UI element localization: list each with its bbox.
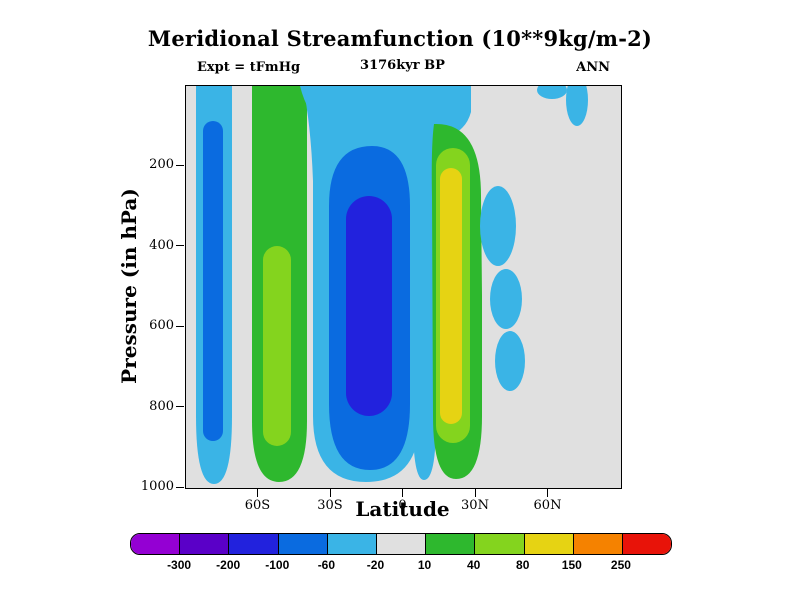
x-tick-mark xyxy=(257,489,258,497)
nh-polar-top-patch-2 xyxy=(566,86,588,126)
colorbar-cell xyxy=(180,534,230,554)
time-label: 3176kyr BP xyxy=(360,58,445,73)
y-tick-mark xyxy=(176,406,184,408)
colorbar-label: -100 xyxy=(265,558,290,572)
x-tick-mark xyxy=(329,489,331,497)
southern-polar-band-core xyxy=(203,121,223,441)
y-tick-label: 800 xyxy=(149,398,174,414)
colorbar-label: -200 xyxy=(216,558,241,572)
x-tick-label: 30S xyxy=(317,498,343,513)
nh-midlat-patch-2 xyxy=(490,269,522,329)
y-tick-mark xyxy=(176,486,184,488)
x-tick-label: 60N xyxy=(533,498,562,513)
colorbar-cell xyxy=(524,534,574,554)
x-tick-mark xyxy=(402,489,403,497)
colorbar-label: 250 xyxy=(610,558,631,572)
y-tick-mark xyxy=(176,245,184,247)
y-tick-label: 1000 xyxy=(140,479,174,494)
colorbar-cell xyxy=(376,534,427,554)
y-tick-label: 600 xyxy=(149,318,174,334)
colorbar-label: 80 xyxy=(516,558,530,572)
colorbar-cell xyxy=(426,534,476,554)
y-tick-mark xyxy=(176,325,184,327)
colorbar-cell xyxy=(622,534,671,554)
nh-midlat-patch-3 xyxy=(495,331,525,391)
colorbar-cell xyxy=(278,534,328,554)
colorbar xyxy=(130,533,672,555)
nh-midlat-patch-1 xyxy=(480,186,516,266)
colorbar-label: 150 xyxy=(561,558,582,572)
colorbar-cell xyxy=(131,534,181,554)
colorbar-label: 10 xyxy=(417,558,432,572)
plot-area xyxy=(185,85,622,489)
experiment-label: Expt = tFmHg xyxy=(197,60,301,75)
x-axis-title: Latitude xyxy=(355,497,450,521)
nh-polar-top-patch-1 xyxy=(537,86,567,99)
colorbar-label: -300 xyxy=(167,558,192,572)
colorbar-cell xyxy=(475,534,525,554)
y-tick-label: 400 xyxy=(149,237,174,253)
contour-field xyxy=(186,86,621,488)
northern-hadley-core xyxy=(440,168,462,424)
colorbar-cell xyxy=(229,534,279,554)
x-tick-label: 60S xyxy=(244,498,271,513)
y-tick-label: 200 xyxy=(149,157,174,173)
colorbar-cell xyxy=(327,534,377,554)
colorbar-label: -60 xyxy=(317,558,336,572)
y-axis-title: Pressure (in hPa) xyxy=(117,188,141,384)
colorbar-cell xyxy=(573,534,623,554)
southern-midlat-positive-core xyxy=(263,246,291,446)
equatorial-cyan-strip xyxy=(410,86,438,480)
x-tick-mark xyxy=(547,489,548,497)
x-tick-label: 30N xyxy=(461,498,489,513)
chart-title: Meridional Streamfunction (10**9kg/m-2) xyxy=(147,26,653,51)
colorbar-label: -20 xyxy=(366,558,385,572)
x-tick-label: 0 xyxy=(398,498,407,513)
colorbar-label: 40 xyxy=(466,558,481,572)
x-tick-mark xyxy=(474,489,476,497)
southern-hadley-core xyxy=(346,196,392,416)
y-tick-mark xyxy=(176,164,184,166)
season-label: ANN xyxy=(576,60,610,75)
